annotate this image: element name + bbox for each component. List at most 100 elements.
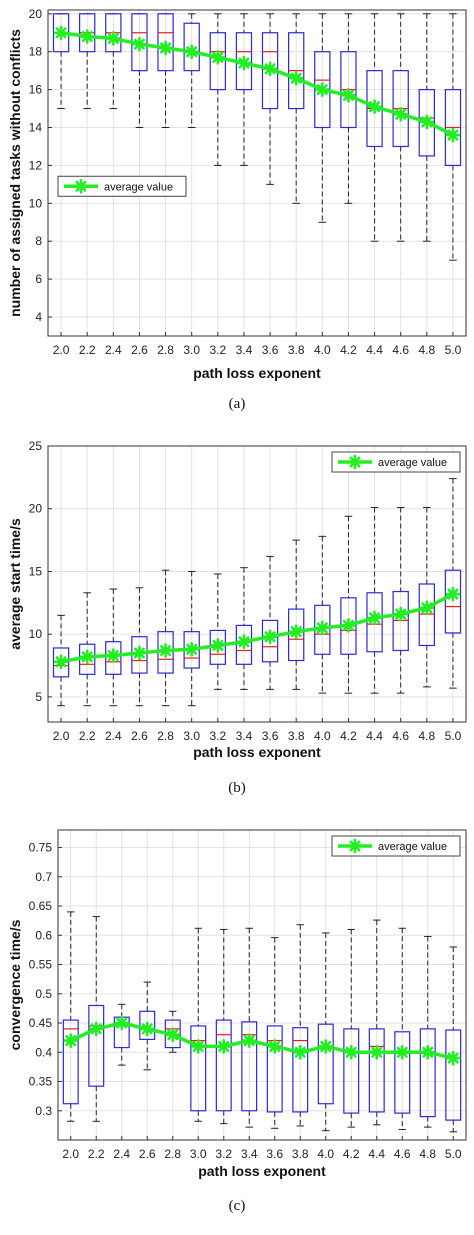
- plot-area: [48, 10, 466, 336]
- marker-arm: [395, 608, 407, 620]
- box-2.8: [157, 13, 174, 129]
- y-tick-label: 0.6: [35, 928, 52, 942]
- box-3.4: [241, 927, 258, 1128]
- x-tick-label: 2.4: [105, 729, 122, 743]
- marker-arm: [349, 456, 361, 468]
- marker-arm: [349, 840, 361, 852]
- marker-arm: [167, 1029, 179, 1041]
- average-point: [315, 82, 330, 97]
- box-iqr: [235, 624, 253, 665]
- box-2.4: [105, 13, 122, 110]
- legend-box: [331, 451, 461, 473]
- y-tick-label: 12: [29, 158, 43, 172]
- x-tick-label: 4.2: [343, 1147, 360, 1161]
- y-tick-label: 0.55: [29, 958, 53, 972]
- plot-frame: [47, 445, 467, 723]
- box-4.6: [394, 927, 411, 1130]
- chart-panel-1: 5 10 15 20 25 2.0 2.2 2.4 2.6 2.8 3.0 3.2 3.4 3.6 3.8 4…: [7, 439, 467, 796]
- marker-arm: [81, 30, 93, 43]
- average-point: [262, 629, 278, 644]
- box-iqr: [317, 1023, 334, 1105]
- x-tick-label: 3.4: [236, 343, 253, 357]
- average-line: [60, 592, 454, 664]
- x-tick-label: 3.6: [262, 343, 279, 357]
- average-point: [106, 648, 121, 663]
- average-point: [420, 1044, 436, 1060]
- average-point: [267, 1039, 283, 1054]
- x-tick-label: 2.4: [105, 343, 122, 357]
- marker-arm: [342, 89, 354, 101]
- average-point: [114, 1015, 130, 1031]
- x-tick-label: 4.2: [340, 729, 357, 743]
- average-point: [190, 1039, 206, 1054]
- y-axis-title: convergence time/s: [7, 919, 23, 1050]
- marker-arm: [238, 636, 250, 648]
- average-point: [236, 55, 252, 71]
- average-line: [60, 30, 454, 137]
- marker-arm: [90, 1023, 102, 1035]
- y-tick-label: 0.7: [35, 870, 52, 884]
- marker-arm: [421, 116, 433, 128]
- box-iqr: [241, 1021, 258, 1112]
- average-point: [241, 1033, 257, 1048]
- box-3.0: [190, 927, 207, 1122]
- y-tick-label: 0.65: [29, 899, 53, 913]
- x-tick-label: 4.8: [418, 343, 435, 357]
- chart-panel-2: 0.3 0.35 0.4 0.45 0.5 0.55 0.6 0.65 0.7 0.75 2.0 2.…: [7, 829, 467, 1214]
- x-tick-label: 3.2: [215, 1147, 232, 1161]
- box-3.4: [235, 567, 253, 690]
- box-iqr: [418, 583, 435, 647]
- marker-arm: [264, 63, 276, 75]
- y-axis-title: number of assigned tasks without conflic…: [7, 29, 23, 317]
- legend: average value: [57, 175, 187, 197]
- box-iqr: [445, 1029, 462, 1121]
- y-tick-label: 0.75: [29, 841, 53, 855]
- marker-arm: [81, 651, 93, 663]
- box-iqr: [215, 1019, 232, 1112]
- x-tick-label: 5.0: [445, 1147, 462, 1161]
- x-tick-label: 3.0: [183, 729, 200, 743]
- y-tick-label: 8: [35, 234, 42, 248]
- average-point: [132, 36, 147, 52]
- average-point: [210, 638, 226, 653]
- marker-arm: [116, 1017, 128, 1029]
- chart-panel-0: 4 6 8 10 12 14 16 18 20 2.0 2.2 2.4 2.6 2.8 3.0 3.2 3.4 3…: [7, 7, 467, 412]
- average-point: [288, 70, 304, 86]
- x-tick-label: 2.8: [164, 1147, 181, 1161]
- marker-arm: [369, 612, 381, 624]
- marker-arm: [269, 1040, 281, 1052]
- average-point: [341, 618, 356, 633]
- x-tick-label: 5.0: [445, 729, 462, 743]
- marker-arm: [345, 1046, 357, 1058]
- average-point: [445, 586, 461, 602]
- box-iqr: [105, 641, 122, 675]
- marker-arm: [133, 38, 145, 50]
- box-iqr: [366, 592, 383, 653]
- box-iqr: [62, 1019, 79, 1105]
- x-tick-label: 4.8: [418, 729, 435, 743]
- y-tick-label: 25: [29, 439, 43, 453]
- box-iqr: [266, 1025, 283, 1113]
- box-3.2: [209, 13, 226, 166]
- marker-arm: [395, 108, 407, 120]
- average-point: [210, 50, 226, 65]
- box-3.8: [288, 13, 305, 204]
- x-tick-label: 3.2: [209, 729, 226, 743]
- marker-arm: [447, 129, 459, 141]
- marker-arm: [75, 180, 87, 192]
- legend-box: [57, 175, 187, 197]
- box-iqr: [292, 1027, 309, 1113]
- x-tick-label: 4.8: [419, 1147, 436, 1161]
- x-tick-label: 4.2: [340, 343, 357, 357]
- y-tick-label: 0.45: [29, 1016, 53, 1030]
- marker-arm: [107, 649, 119, 662]
- average-point: [165, 1027, 181, 1043]
- y-tick-label: 6: [35, 272, 42, 286]
- x-tick-label: 2.8: [157, 729, 174, 743]
- box-5.0: [444, 13, 462, 261]
- box-iqr: [368, 1028, 385, 1113]
- marker-arm: [186, 643, 198, 655]
- box-iqr: [392, 590, 409, 652]
- average-point: [318, 1039, 334, 1054]
